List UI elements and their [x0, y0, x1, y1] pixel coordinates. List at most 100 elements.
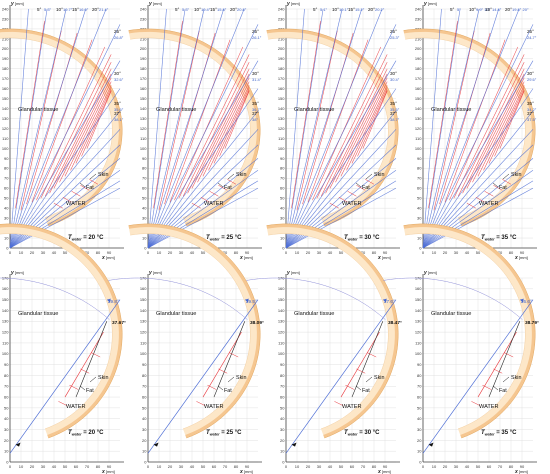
- water-label: WATER: [342, 201, 362, 207]
- y-tick-label: 50: [4, 196, 9, 201]
- panel-b25: 0 10 20 30 40 50 60 70 80 90 0 10 20 30 40 50 60 70 80 90 10…: [108, 223, 264, 474]
- fat-pointer: [355, 385, 362, 391]
- y-tick-label: 180: [415, 66, 422, 71]
- exit-angle-label: 38.79°: [525, 320, 539, 326]
- red-ray: [153, 20, 183, 209]
- x-tick-label: 20: [168, 464, 173, 469]
- incident-angle-label: 20°: [92, 7, 99, 12]
- interface-marker: [196, 401, 206, 406]
- skin-label: Skin: [236, 172, 247, 178]
- y-axis-symbol: y: [148, 270, 152, 276]
- y-axis-unit: [mm]: [152, 1, 162, 6]
- panel-t30: 0102030405060708090010203040506070809010…: [266, 1, 400, 261]
- y-tick-label: 210: [415, 36, 422, 41]
- fat-outline: [0, 233, 113, 430]
- y-tick-label: 120: [278, 126, 285, 131]
- x-axis-symbol: x: [377, 255, 381, 261]
- x-tick-label: 10: [432, 250, 437, 255]
- red-ray: [158, 30, 200, 211]
- x-tick-label: 40: [190, 464, 195, 469]
- y-tick-label: 150: [2, 96, 9, 101]
- y-tick-label: 170: [140, 76, 147, 81]
- temperature-subscript: water: [210, 433, 220, 437]
- y-tick-label: 70: [142, 176, 147, 181]
- temperature-label: Twater = 25 °C: [206, 235, 242, 242]
- refracted-angle-label: 38.7°: [390, 117, 400, 122]
- x-tick-label: 80: [96, 250, 101, 255]
- temperature-label: Twater = 35 °C: [481, 235, 517, 242]
- y-tick-label: 50: [280, 196, 285, 201]
- y-tick-label: 140: [415, 106, 422, 111]
- water-label: WATER: [204, 404, 224, 410]
- blue-ray: [422, 8, 499, 249]
- refracted-angle-label: 21.4°: [99, 7, 109, 12]
- y-axis-unit: [mm]: [427, 1, 437, 6]
- x-tick-label: 40: [328, 464, 333, 469]
- refracted-angle-label: 9.9° 10°: [476, 7, 491, 12]
- y-tick-label: 40: [4, 206, 9, 211]
- fat-layer: [0, 28, 123, 226]
- y-tick-label: 110: [140, 340, 147, 345]
- y-tick-label: 90: [417, 362, 422, 367]
- y-tick-label: 20: [280, 438, 285, 443]
- blue-ray: [285, 88, 397, 249]
- y-tick-label: 40: [4, 416, 9, 421]
- y-tick-label: 60: [280, 186, 285, 191]
- x-tick-label: 10: [157, 464, 162, 469]
- y-tick-label: 30: [417, 427, 422, 432]
- x-tick-label: 60: [74, 464, 79, 469]
- skin-pointer: [365, 376, 373, 383]
- refracted-angle-label: 14.8°: [492, 7, 502, 12]
- incident-angle-label: 10°: [469, 7, 476, 12]
- blue-ray: [422, 180, 534, 249]
- blue-ray: [422, 187, 534, 249]
- temperature-subscript: water: [348, 238, 358, 242]
- interface-marker: [367, 352, 377, 358]
- x-tick-label: 50: [339, 464, 344, 469]
- red-ray: [70, 85, 112, 171]
- y-tick-label: 160: [2, 86, 9, 91]
- y-tick-label: 0: [144, 245, 147, 250]
- x-tick-label: 10: [295, 250, 300, 255]
- incident-angle-label: 5°: [450, 7, 455, 12]
- x-tick-label: 40: [465, 250, 470, 255]
- refracted-angle-label: 34.2°: [527, 107, 537, 112]
- y-tick-label: 170: [278, 76, 285, 81]
- y-tick-label: 0: [419, 245, 422, 250]
- temperature-subscript: water: [485, 433, 495, 437]
- red-ray: [174, 46, 244, 201]
- y-tick-label: 190: [140, 56, 147, 61]
- interface-marker: [80, 368, 90, 374]
- temperature-label: Twater = 30 °C: [344, 235, 380, 242]
- temperature-subscript: water: [72, 238, 82, 242]
- x-tick-label: 0: [422, 464, 425, 469]
- y-axis-unit: [mm]: [290, 270, 300, 275]
- y-tick-label: 80: [280, 373, 285, 378]
- refracted-angle-label: 38.1°: [114, 117, 124, 122]
- y-tick-label: 90: [4, 362, 9, 367]
- y-tick-label: 140: [278, 106, 285, 111]
- y-tick-label: 160: [278, 286, 285, 291]
- interface-marker: [229, 352, 239, 358]
- blue-ray: [147, 180, 259, 249]
- skin-label: Skin: [511, 172, 522, 178]
- y-tick-label: 130: [278, 319, 285, 324]
- y-tick-label: 130: [2, 116, 9, 121]
- red-ray: [457, 61, 525, 197]
- y-tick-label: 110: [415, 136, 422, 141]
- y-tick-label: 80: [417, 166, 422, 171]
- x-tick-label: 40: [465, 464, 470, 469]
- x-tick-label: 0: [9, 250, 12, 255]
- x-tick-label: 70: [361, 464, 366, 469]
- blue-ray: [285, 187, 397, 249]
- y-tick-label: 100: [140, 351, 147, 356]
- y-tick-label: 60: [4, 186, 9, 191]
- temperature-symbol: T: [206, 235, 211, 241]
- red-ray: [462, 68, 525, 194]
- y-tick-label: 230: [2, 16, 9, 21]
- blue-ray: [285, 60, 397, 249]
- y-tick-label: 90: [4, 156, 9, 161]
- y-tick-label: 120: [140, 330, 147, 335]
- y-tick-label: 20: [142, 438, 147, 443]
